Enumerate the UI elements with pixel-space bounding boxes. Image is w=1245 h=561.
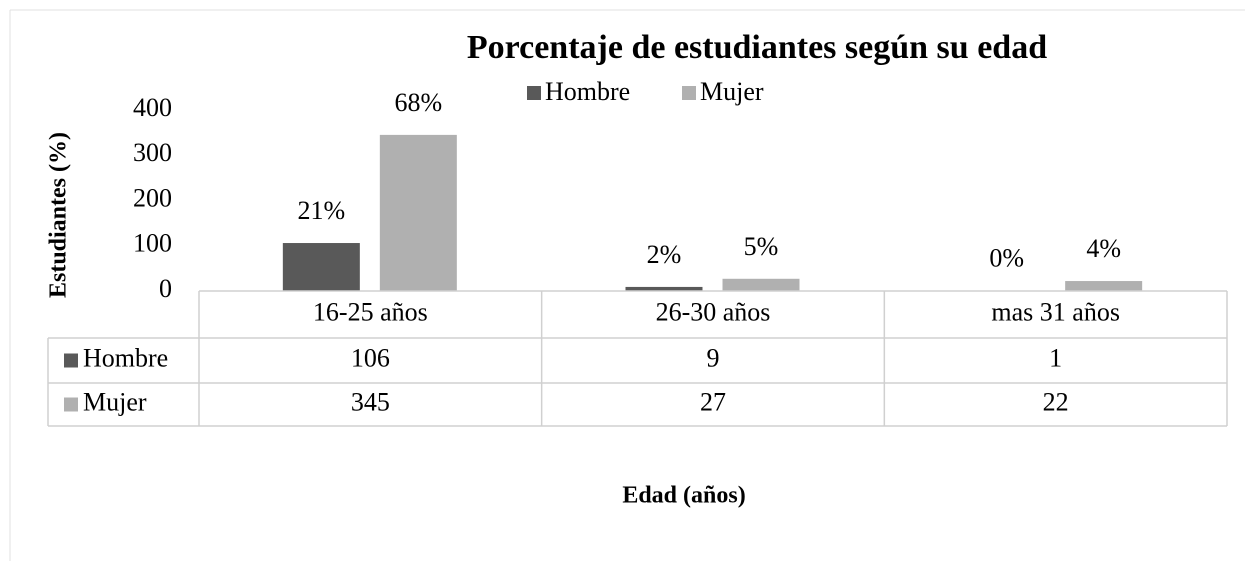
table-swatch: [64, 397, 78, 412]
legend-label: Hombre: [545, 77, 630, 106]
legend-swatch: [682, 86, 696, 100]
table-value: 22: [1043, 387, 1069, 416]
table-value: 9: [707, 343, 720, 372]
bar: [722, 278, 800, 291]
x-tick-label: mas 31 años: [991, 297, 1120, 326]
table-value: 1: [1049, 343, 1062, 372]
data-label: 68%: [394, 88, 442, 117]
y-tick-label: 300: [133, 138, 172, 167]
data-label: 5%: [744, 232, 779, 261]
x-tick-label: 16-25 años: [313, 297, 428, 326]
data-label: 2%: [647, 240, 682, 269]
y-tick-label: 0: [159, 274, 172, 303]
x-tick-label: 26-30 años: [656, 297, 771, 326]
x-axis-label: Edad (años): [622, 483, 745, 509]
chart-title: Porcentaje de estudiantes según su edad: [467, 29, 1047, 66]
y-tick-label: 200: [133, 183, 172, 212]
legend-label: Mujer: [700, 77, 764, 106]
bar: [1065, 281, 1143, 291]
y-tick-label: 100: [133, 229, 172, 258]
y-tick-label: 400: [133, 93, 172, 122]
data-label: 0%: [989, 244, 1024, 273]
table-swatch: [64, 353, 78, 368]
table-value: 345: [351, 387, 390, 416]
y-axis-label: Estudiantes (%): [46, 132, 72, 298]
legend-swatch: [527, 86, 541, 100]
bar: [625, 286, 703, 291]
bar: [282, 243, 360, 291]
table-row-label: Hombre: [83, 343, 168, 372]
table-row-label: Mujer: [83, 387, 147, 416]
data-label: 21%: [297, 196, 345, 225]
bar: [379, 134, 457, 291]
table-value: 106: [351, 343, 390, 372]
table-value: 27: [700, 387, 726, 416]
data-label: 4%: [1086, 234, 1121, 263]
